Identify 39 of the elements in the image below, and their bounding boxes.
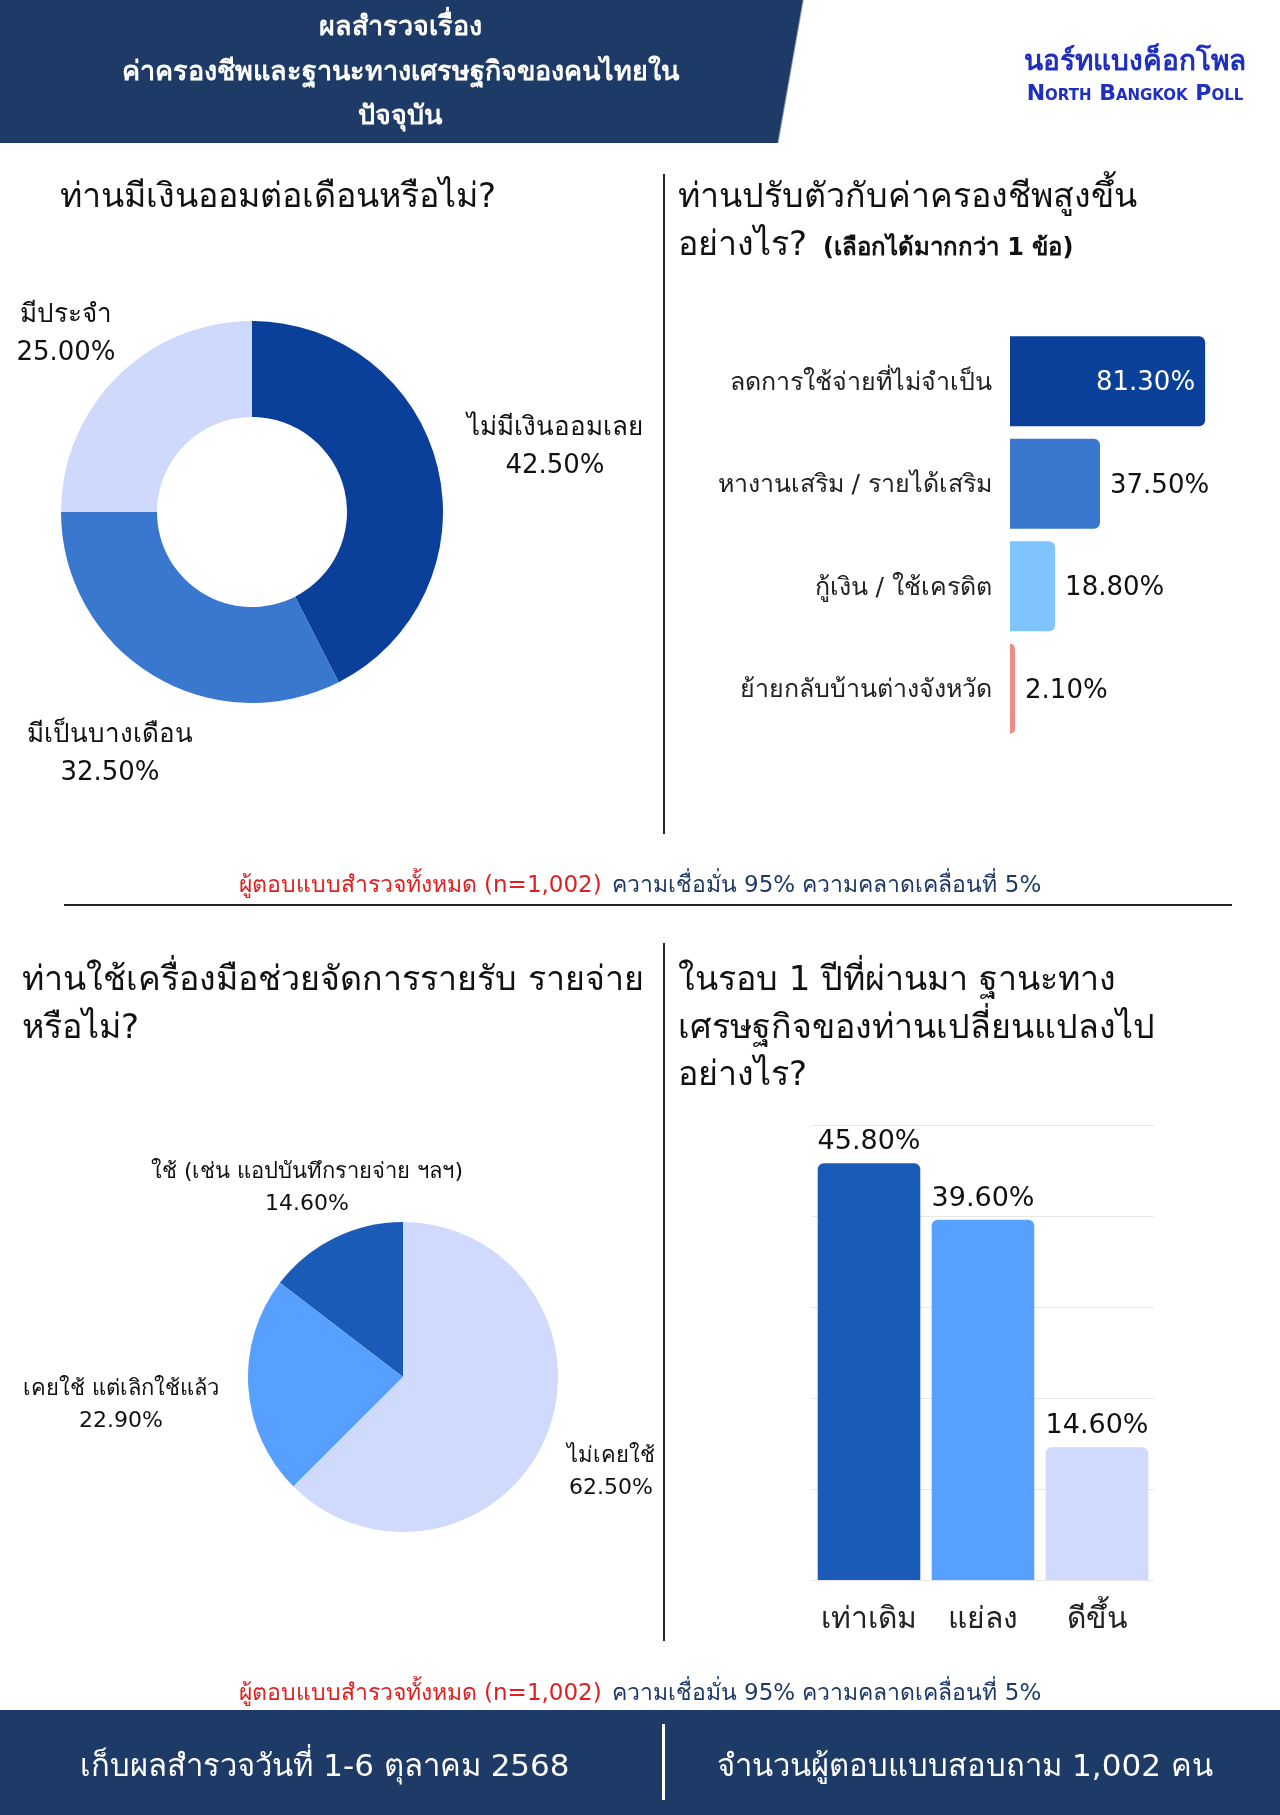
bar (1010, 541, 1056, 632)
data-label: 81.30% (1095, 366, 1196, 397)
category-label: กู้เงิน / ใช้เครดิต (814, 571, 992, 601)
data-label: 14.60% (1045, 1408, 1149, 1440)
chart-title: ท่านมีเงินออมต่อเดือนหรือไม่? (60, 174, 498, 217)
slice-label: มีประจำ (20, 298, 112, 328)
slice-label: ไม่เคยใช้ (565, 1441, 655, 1467)
data-label: 14.60% (265, 1189, 349, 1215)
slice-label: เคยใช้ แต่เลิกใช้แล้ว (23, 1374, 219, 1400)
data-label: 18.80% (1065, 571, 1165, 602)
chart-subtitle: (เลือกได้มากกว่า 1 ข้อ) (823, 232, 1074, 261)
data-label: 39.60% (931, 1180, 1035, 1212)
x-tick-label: เท่าเดิม (821, 1599, 917, 1635)
category-label: ลดการใช้จ่ายที่ไม่จำเป็น (730, 366, 992, 396)
data-label: 45.80% (817, 1124, 921, 1156)
data-label: 32.50% (60, 756, 160, 786)
slice-label: ใช้ (เช่น แอปบันทึกรายจ่าย ฯลฯ) (150, 1157, 464, 1183)
data-label: 25.00% (16, 336, 116, 366)
chart-title: ท่านใช้เครื่องมือช่วยจัดการรายรับ รายจ่ายหรือไม่? (22, 955, 645, 1048)
text: เก็บผลสำรวจวันที่ 1-6 ตุลาคม 2568 (79, 1743, 571, 1787)
category-label: หางานเสริม / รายได้เสริม (717, 469, 992, 499)
data-label: 42.50% (505, 449, 605, 479)
data-label: 2.10% (1025, 673, 1108, 704)
bar (1010, 643, 1016, 734)
text: ผลสำรวจเรื่อง ค่าครองชีพและฐานะทางเศรษฐกิจของคนไทยใน ปัจจุบัน (120, 6, 680, 134)
data-label: 22.90% (79, 1406, 163, 1432)
bar (1010, 336, 1206, 427)
x-tick-label: ดีขึ้น (1066, 1595, 1128, 1635)
data-label: 37.50% (1110, 468, 1210, 499)
text: North Bangkok Poll (1025, 80, 1245, 105)
text: จำนวนผู้ตอบแบบสอบถาม 1,002 คน (716, 1746, 1214, 1786)
category-label: ย้ายกลับบ้านต่างจังหวัด (740, 674, 992, 704)
data-label: 62.50% (569, 1473, 653, 1499)
x-tick-label: แย่ลง (948, 1599, 1018, 1635)
slice-label: ไม่มีเงินออมเลย (465, 411, 643, 441)
chart-title: ในรอบ 1 ปีที่ผ่านมา ฐานะทาง เศรษฐกิจของท่านเปลี่ยนแปลงไป อย่างไร? (678, 955, 1156, 1096)
slice-label: มีเป็นบางเดือน (27, 717, 193, 748)
text: นอร์ทแบงค็อกโพล (1024, 44, 1246, 77)
bar (1010, 438, 1100, 529)
